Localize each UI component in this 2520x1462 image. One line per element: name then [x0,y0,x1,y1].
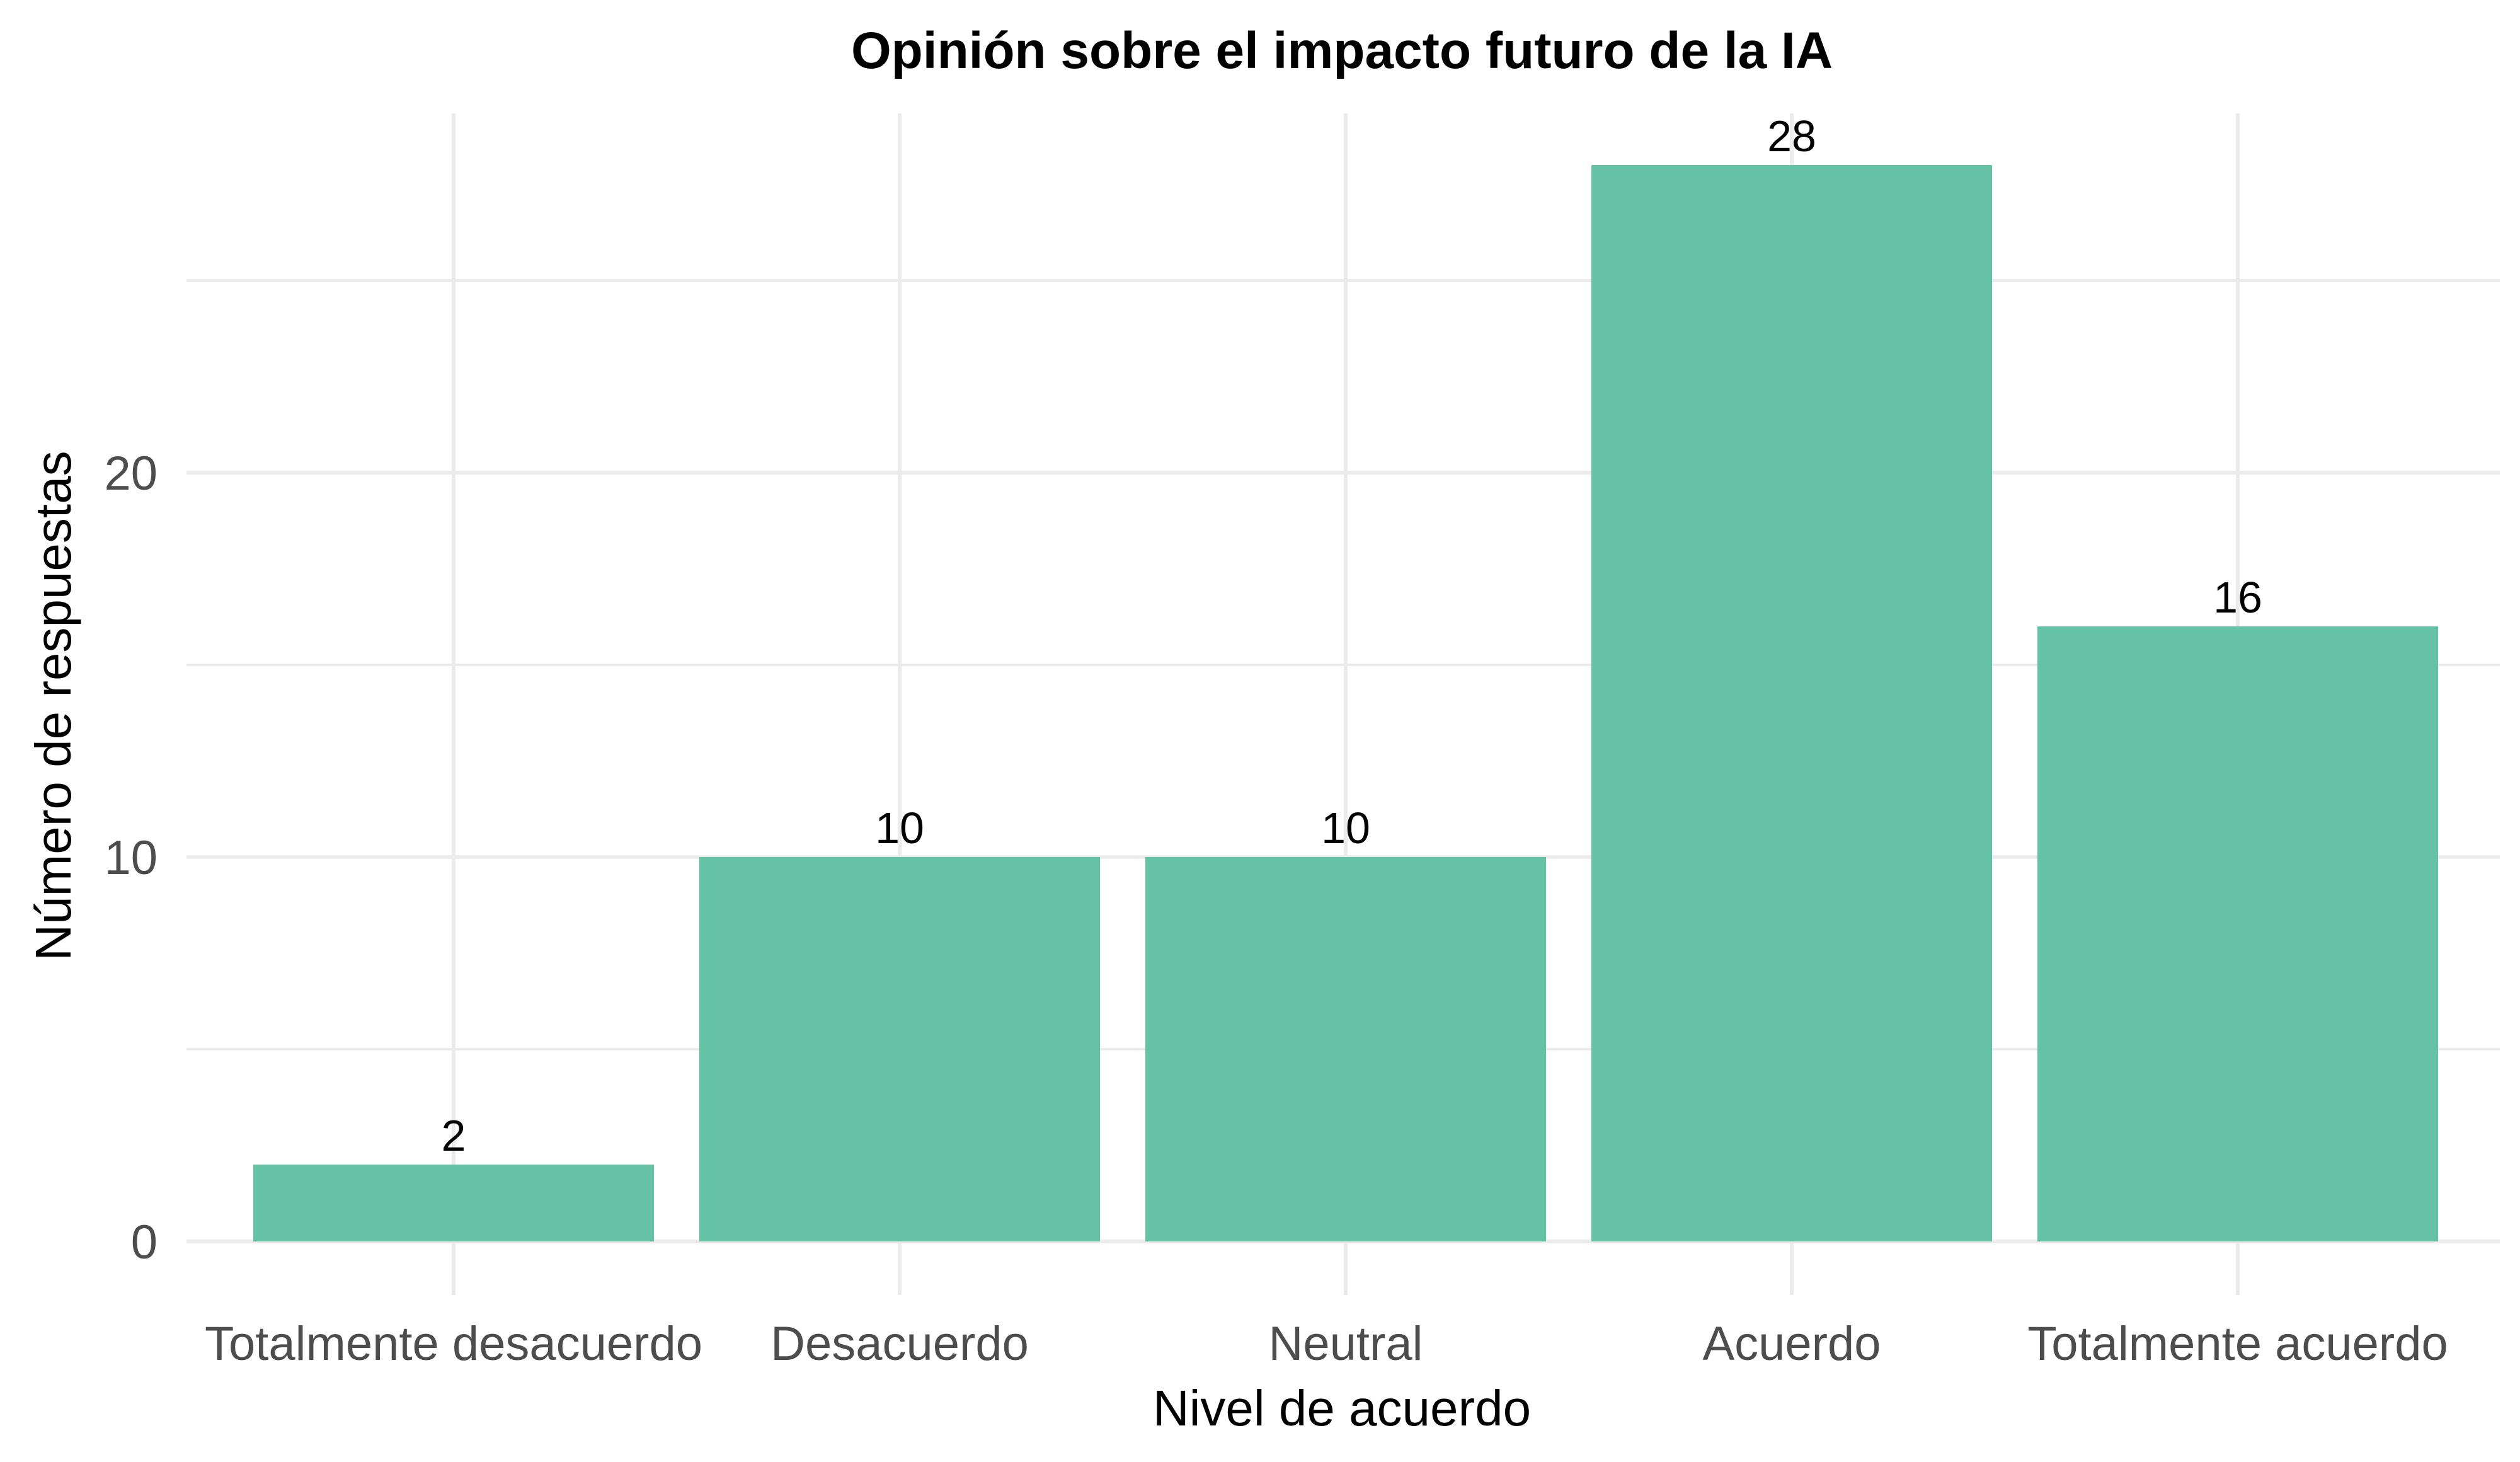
x-axis-ticks: Totalmente desacuerdo Desacuerdo Neutral Ac… [205,1317,2448,1371]
bar [1145,857,1546,1241]
chart-title: Opinión sobre el impacto futuro de la IA [851,22,1833,79]
data-label: 28 [1767,112,1816,161]
y-axis-ticks: 0 10 20 [104,447,158,1269]
data-label: 10 [1321,803,1370,853]
bar [253,1165,654,1241]
x-tick-label: Desacuerdo [770,1317,1029,1371]
x-tick-label: Acuerdo [1702,1317,1881,1371]
bars-layer [253,165,2438,1241]
y-tick-label: 20 [104,447,158,500]
data-labels-layer: 2 10 10 28 16 [442,112,2262,1160]
y-tick-label: 0 [131,1216,158,1269]
bar [2037,626,2438,1241]
y-tick-label: 10 [104,831,158,885]
bar [699,857,1100,1241]
data-label: 2 [442,1111,466,1160]
x-axis-title: Nivel de acuerdo [1153,1380,1531,1436]
x-tick-label: Neutral [1269,1317,1423,1371]
x-tick-label: Totalmente acuerdo [2027,1317,2448,1371]
data-label: 10 [875,803,924,853]
y-axis-title: Número de respuestas [25,451,81,960]
data-label: 16 [2213,573,2262,622]
bar [1591,165,1992,1241]
x-tick-label: Totalmente desacuerdo [205,1317,702,1371]
